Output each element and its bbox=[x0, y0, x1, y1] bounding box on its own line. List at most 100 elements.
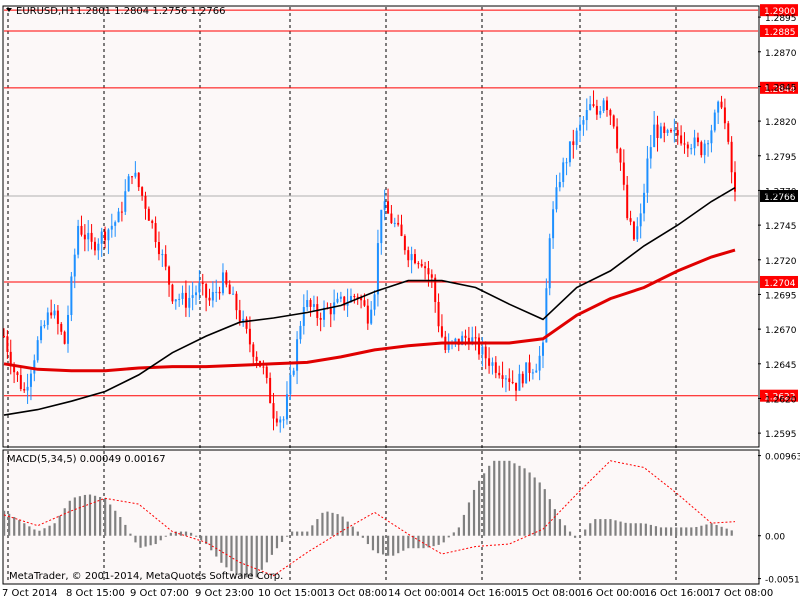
macd-histogram-bar bbox=[477, 480, 481, 536]
candle-body bbox=[424, 266, 427, 269]
candle-body bbox=[568, 141, 571, 163]
macd-histogram-bar bbox=[179, 531, 183, 536]
candle-body bbox=[174, 299, 177, 302]
candle-body bbox=[552, 209, 555, 239]
candle-body bbox=[195, 292, 198, 296]
macd-histogram-bar bbox=[154, 535, 157, 545]
macd-histogram-bar bbox=[604, 519, 607, 536]
time-tick-label-3: 9 Oct 23:00 bbox=[195, 588, 254, 599]
candle-body bbox=[208, 297, 211, 301]
candle-body bbox=[420, 263, 423, 267]
candle-body bbox=[26, 386, 29, 391]
macd-histogram-bar bbox=[387, 535, 390, 556]
time-tick-label-5: 13 Oct 08:00 bbox=[322, 588, 387, 599]
time-tick-label-2: 9 Oct 07:00 bbox=[130, 588, 189, 599]
level-tag-4 bbox=[760, 389, 798, 402]
macd-histogram-bar bbox=[518, 465, 521, 536]
candle-body bbox=[397, 222, 400, 225]
candle-body bbox=[710, 130, 713, 144]
collapse-triangle-icon[interactable] bbox=[6, 8, 12, 12]
candle-body bbox=[609, 109, 612, 116]
candle-body bbox=[93, 241, 96, 251]
candle-body bbox=[346, 302, 349, 306]
candle-body bbox=[454, 338, 457, 342]
candle-body bbox=[370, 309, 373, 324]
macd-histogram-bar bbox=[427, 535, 430, 548]
macd-histogram-bar bbox=[644, 523, 647, 536]
candle-body bbox=[669, 130, 672, 132]
candle-body bbox=[734, 172, 736, 192]
time-tick-label-4: 10 Oct 15:00 bbox=[258, 588, 323, 599]
macd-histogram-bar bbox=[543, 489, 546, 536]
macd-histogram-bar bbox=[730, 530, 733, 536]
macd-histogram-bar bbox=[270, 535, 274, 555]
candle-body bbox=[531, 372, 534, 374]
macd-histogram-bar bbox=[599, 519, 602, 536]
candle-body bbox=[585, 110, 588, 121]
macd-histogram-bar bbox=[220, 535, 223, 563]
candle-body bbox=[218, 291, 221, 294]
moving-average-slow-line bbox=[3, 187, 736, 416]
candle-body bbox=[525, 362, 528, 384]
macd-histogram-bar bbox=[53, 523, 56, 536]
candle-body bbox=[272, 403, 275, 419]
candlestick-series bbox=[3, 90, 736, 433]
candle-body bbox=[646, 158, 649, 193]
candle-body bbox=[515, 382, 518, 391]
level-tag-2 bbox=[760, 81, 798, 94]
macd-histogram-bar bbox=[457, 527, 460, 536]
macd-histogram-bar bbox=[341, 516, 344, 536]
macd-histogram-bar bbox=[412, 535, 415, 549]
macd-histogram-bar bbox=[558, 519, 562, 536]
macd-histogram-bar bbox=[210, 535, 213, 551]
candle-body bbox=[366, 305, 369, 324]
current-price-tag bbox=[760, 189, 798, 202]
macd-histogram-bar bbox=[432, 535, 435, 547]
macd-histogram-bar bbox=[184, 531, 188, 536]
time-tick-label-9: 16 Oct 00:00 bbox=[580, 588, 645, 599]
macd-indicator bbox=[3, 460, 736, 578]
candle-body bbox=[683, 143, 686, 145]
candle-body bbox=[629, 218, 632, 222]
macd-histogram-bar bbox=[78, 496, 81, 536]
macd-histogram-bar bbox=[33, 529, 36, 536]
candle-body bbox=[292, 370, 295, 375]
candle-body bbox=[703, 143, 706, 156]
candle-body bbox=[464, 335, 467, 338]
macd-histogram-bar bbox=[356, 531, 359, 536]
macd-histogram-bar bbox=[584, 529, 587, 536]
macd-histogram-bar bbox=[139, 535, 142, 548]
macd-histogram-bar bbox=[442, 535, 445, 543]
macd-histogram-bar bbox=[8, 513, 11, 536]
macd-histogram-bar bbox=[3, 510, 6, 536]
candle-body bbox=[252, 344, 255, 357]
candle-body bbox=[255, 356, 258, 362]
candle-body bbox=[403, 235, 406, 251]
candle-body bbox=[676, 129, 679, 136]
macd-label: MACD(5,34,5) 0.00049 0.00167 bbox=[7, 454, 166, 465]
candle-body bbox=[87, 232, 90, 240]
macd-histogram-bar bbox=[230, 535, 233, 572]
candle-body bbox=[592, 104, 595, 106]
candle-body bbox=[289, 374, 292, 395]
candle-body bbox=[589, 104, 592, 111]
candle-body bbox=[269, 377, 272, 404]
candle-body bbox=[575, 130, 578, 145]
macd-histogram-bar bbox=[447, 535, 450, 538]
candle-body bbox=[329, 308, 332, 315]
candle-body bbox=[232, 293, 235, 295]
macd-panel[interactable] bbox=[2, 449, 760, 585]
level-tag-label-2: 1.2844 bbox=[764, 85, 796, 95]
macd-histogram-bar bbox=[705, 524, 708, 536]
candle-body bbox=[373, 294, 376, 310]
candle-body bbox=[717, 101, 720, 113]
candle-body bbox=[6, 336, 9, 352]
candle-body bbox=[477, 337, 480, 355]
candle-body bbox=[36, 340, 39, 361]
price-tick-label-2: 1.2645 bbox=[765, 361, 797, 371]
macd-histogram-bar bbox=[452, 532, 455, 536]
candle-body bbox=[572, 141, 575, 145]
candle-body bbox=[494, 362, 497, 373]
macd-histogram-bar bbox=[336, 514, 339, 536]
macd-histogram-bar bbox=[609, 519, 612, 536]
